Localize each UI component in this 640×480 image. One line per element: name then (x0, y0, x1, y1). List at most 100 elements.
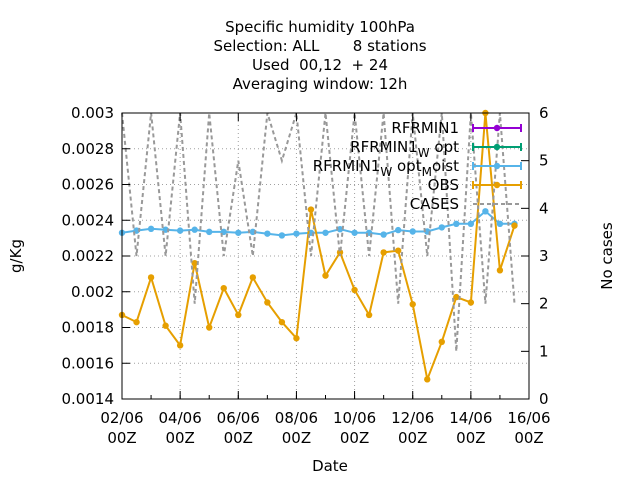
data-point (264, 230, 271, 237)
data-point (264, 299, 271, 306)
data-point (409, 301, 416, 308)
legend-label-part: opt (430, 138, 459, 156)
x-tick-label-hour: 00Z (165, 429, 194, 447)
y-tick-label: 0.0018 (62, 319, 115, 337)
title-line: Used 00,12 + 24 (252, 56, 388, 74)
title-line: Selection: ALL 8 stations (213, 37, 426, 55)
data-point (467, 220, 475, 228)
data-point (206, 228, 213, 236)
series-line-3 (121, 112, 516, 383)
y-tick-label: 0.0028 (62, 140, 115, 158)
x-tick-label-hour: 00Z (340, 429, 369, 447)
x-tick-label-date: 12/06 (391, 409, 434, 427)
legend-key-point (493, 181, 501, 189)
data-point (147, 225, 155, 233)
legend-label: RFRMIN1W optMoist (313, 157, 459, 179)
data-point (176, 342, 184, 349)
legend-label-part: OBS (428, 176, 459, 194)
data-point (191, 259, 198, 267)
data-point (249, 274, 257, 281)
legend-key-point (493, 162, 501, 170)
data-point (293, 335, 300, 342)
title-line: Averaging window: 12h (233, 75, 408, 93)
data-point (453, 293, 460, 301)
data-point (336, 225, 344, 233)
data-point (394, 226, 402, 234)
x-tick-label-date: 02/06 (100, 409, 143, 427)
data-point (147, 274, 155, 281)
y2-tick-label: 0 (539, 390, 549, 408)
legend-label: CASES (410, 195, 459, 213)
legend-label-part: CASES (410, 195, 459, 213)
legend-label-part: W (380, 165, 392, 179)
data-point (438, 338, 445, 345)
x-tick-label-date: 10/06 (333, 409, 376, 427)
y-tick-label: 0.0026 (62, 176, 115, 194)
x-tick-label-date: 06/06 (217, 409, 260, 427)
data-point (351, 286, 358, 294)
x-tick-label-hour: 00Z (456, 429, 485, 447)
y2-tick-label: 2 (539, 295, 549, 313)
x-tick-label-hour: 00Z (282, 429, 311, 447)
data-point (482, 208, 489, 215)
legend-label: RFRMIN1W opt (350, 138, 459, 160)
data-point (380, 249, 387, 256)
legend-label-part: RFRMIN1 (313, 157, 381, 175)
legend-label: RFRMIN1 (391, 119, 459, 137)
data-point (424, 376, 431, 383)
data-point (235, 229, 242, 236)
x-tick-label-date: 14/06 (449, 409, 492, 427)
y-tick-label: 0.0016 (62, 354, 115, 372)
data-point (293, 230, 300, 237)
legend-key-point (493, 143, 501, 151)
y-tick-label: 0.0014 (62, 390, 115, 408)
legend-key-point (493, 124, 501, 132)
legend-label-part: RFRMIN1 (350, 138, 418, 156)
data-point (467, 299, 475, 306)
x-tick-label-date: 16/06 (507, 409, 550, 427)
data-point (133, 318, 140, 326)
data-point (496, 267, 504, 274)
x-tick-label-date: 08/06 (275, 409, 318, 427)
data-point (235, 311, 242, 319)
data-point (365, 311, 373, 319)
data-point (453, 220, 460, 228)
axes: 0.0014 0.0016 0.0018 0.002 0.0022 0.0024 0.002… (7, 104, 616, 475)
y-tick-label: 0.003 (71, 104, 114, 122)
data-point (206, 324, 213, 331)
data-point (278, 318, 286, 326)
data-point (496, 220, 504, 228)
data-point (191, 226, 198, 233)
data-point (278, 232, 286, 239)
x-tick-label-hour: 00Z (514, 429, 543, 447)
data-point (162, 322, 169, 329)
y2-axis-label: No cases (598, 222, 616, 290)
y2-tick-label: 5 (539, 152, 549, 170)
data-point (336, 249, 344, 256)
series-line-2 (121, 209, 515, 237)
data-point (322, 229, 329, 236)
y2-tick-label: 6 (539, 104, 549, 122)
data-point (307, 206, 315, 213)
title-line: Specific humidity 100hPa (225, 18, 415, 36)
data-point (176, 227, 184, 234)
legend-label: OBS (428, 176, 459, 194)
y2-tick-label: 4 (539, 199, 549, 217)
legend-label-part: opt (392, 157, 421, 175)
plot-series (118, 109, 518, 383)
data-point (351, 229, 358, 236)
legend-label-part: RFRMIN1 (391, 119, 459, 137)
data-point (322, 272, 329, 279)
data-point (220, 284, 227, 292)
y2-tick-label: 3 (539, 247, 549, 265)
data-point (394, 247, 402, 254)
data-point (380, 231, 387, 238)
y-tick-label: 0.002 (71, 283, 114, 301)
y-tick-label: 0.0024 (62, 211, 115, 229)
data-point (438, 224, 445, 231)
y-axis-label: g/Kg (7, 239, 25, 273)
x-axis-label: Date (312, 457, 348, 475)
